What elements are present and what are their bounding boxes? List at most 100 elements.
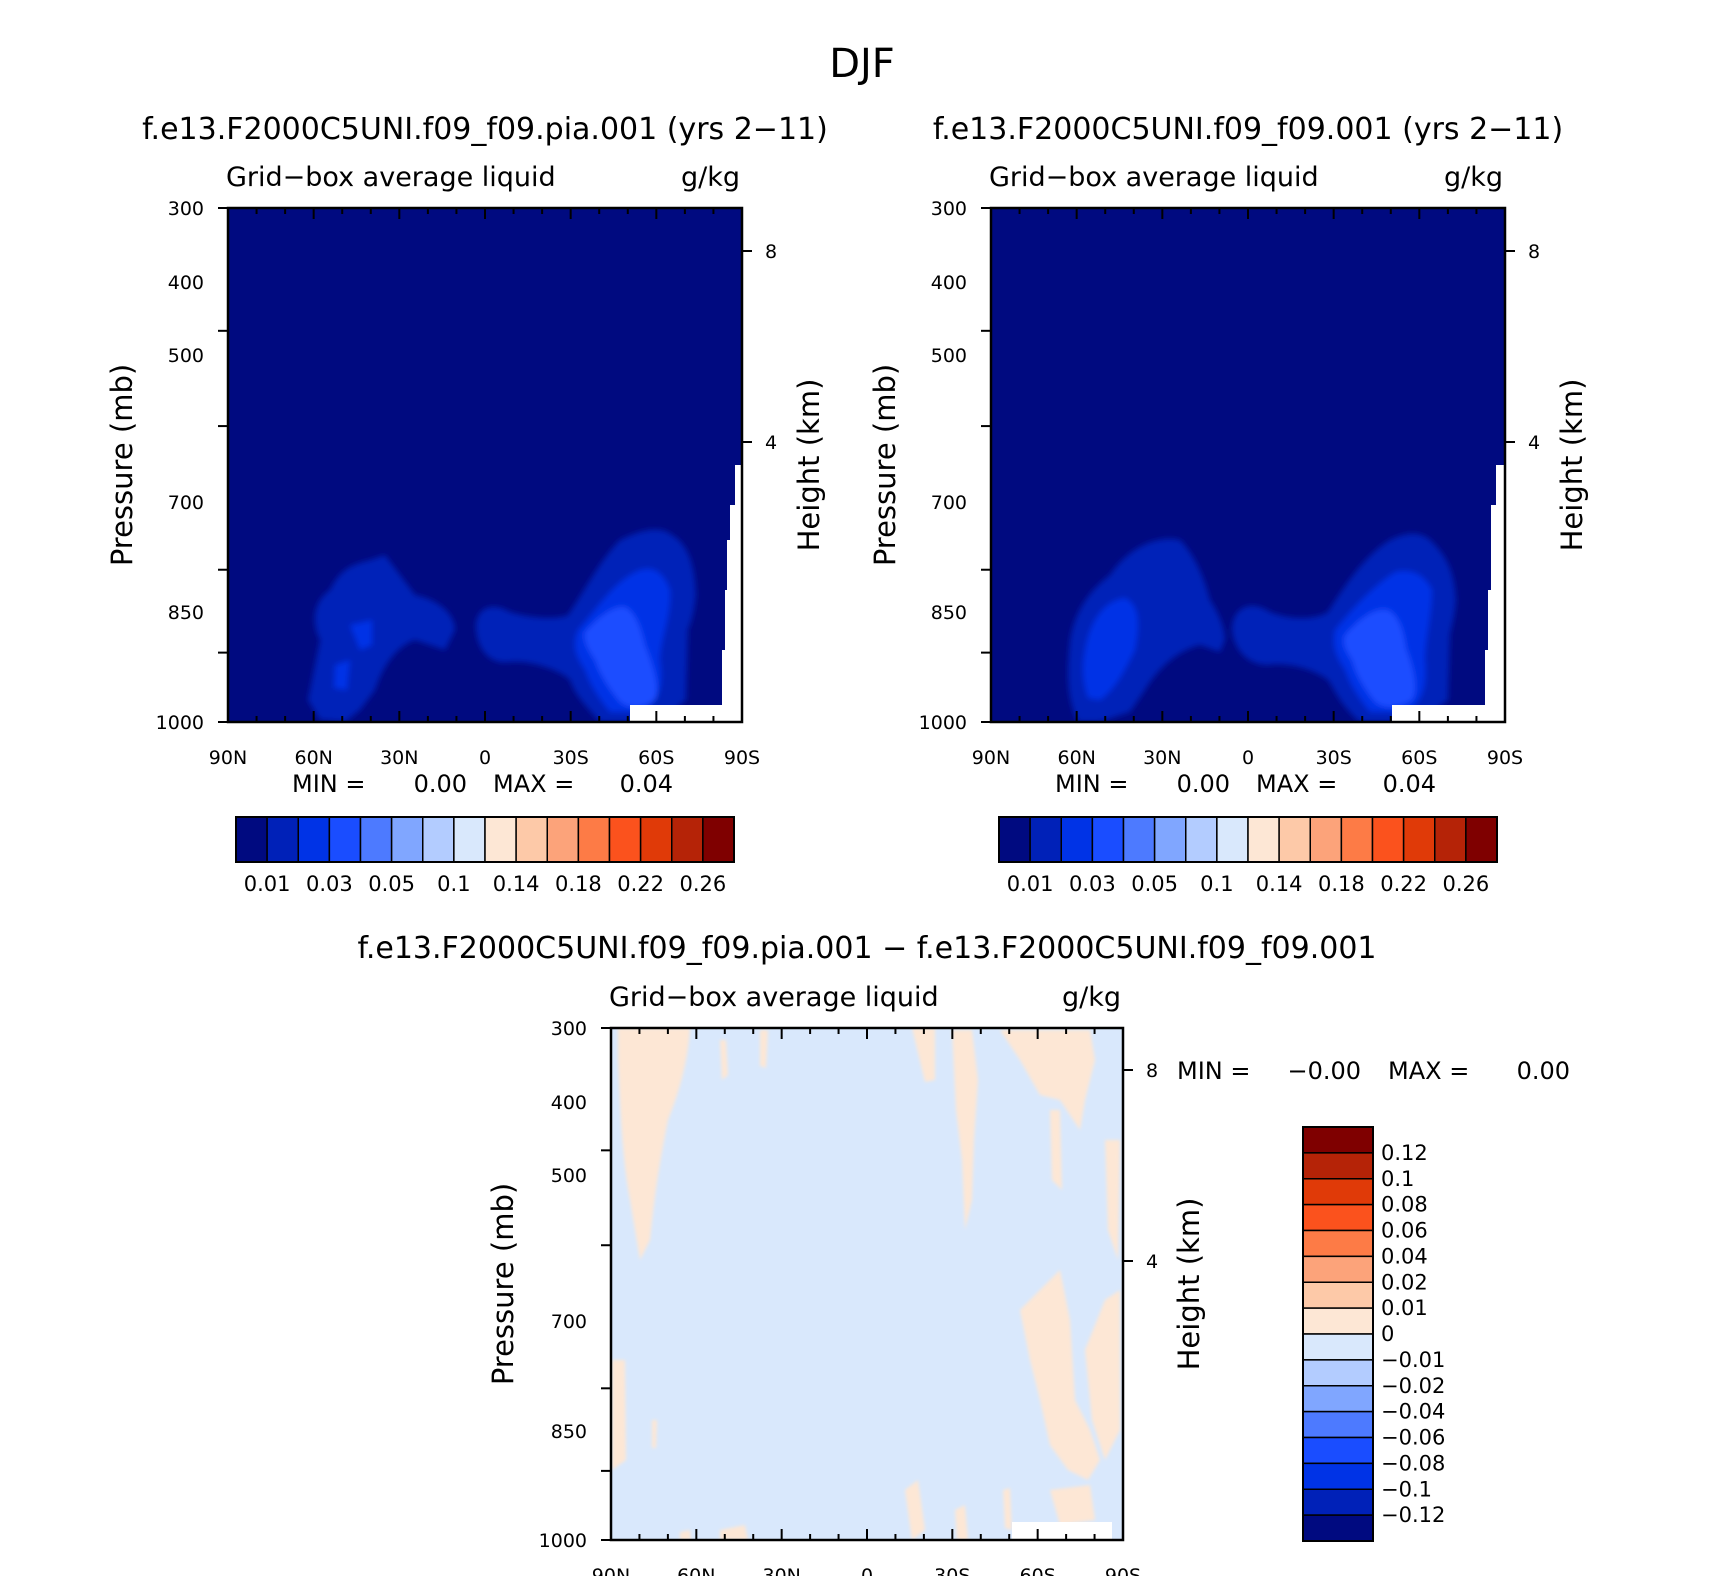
panel-1-x-tick-label: 90N xyxy=(209,747,247,769)
panel-3-x-tick-label: 60N xyxy=(677,1565,715,1576)
panel-1-y-tick-label: 700 xyxy=(168,492,204,514)
colorbar-box xyxy=(1247,816,1280,863)
panel-3-y-axis: 300 400 500 700 850 1000 xyxy=(539,1018,587,1552)
panel-3-positive-patch xyxy=(1050,1485,1095,1525)
panel-2-missing-data xyxy=(1392,465,1505,722)
panel-2-contour-nh-inner xyxy=(1083,598,1138,700)
panel-3-colorbar: 0.120.10.080.060.040.020.010−0.01−0.02−0… xyxy=(1302,1126,1445,1542)
figure-title: DJF xyxy=(829,41,895,87)
panel-1-y-axis: 300 400 500 700 850 1000 xyxy=(156,198,204,734)
colorbar-box xyxy=(1302,1436,1374,1465)
panel-3-positive-patch xyxy=(618,1028,690,1260)
panel-3-positive-patch xyxy=(720,1040,728,1080)
panel-2-max-label: MAX = xyxy=(1256,770,1337,798)
colorbar-box xyxy=(1302,1281,1374,1309)
colorbar-box xyxy=(671,816,704,863)
colorbar-box xyxy=(1302,1359,1374,1387)
colorbar-box xyxy=(1302,1307,1374,1335)
panel-3-positive-patch xyxy=(952,1030,978,1230)
panel-3-max-value: 0.00 xyxy=(1517,1057,1570,1085)
colorbar-frame xyxy=(1302,1126,1374,1542)
panel-3-positive-patch xyxy=(1050,1110,1062,1190)
colorbar-box xyxy=(1309,816,1343,863)
colorbar-box xyxy=(328,816,362,863)
panel-3-height-tick-label: 4 xyxy=(1146,1251,1158,1273)
panel-2-ticks xyxy=(981,207,1506,723)
panel-3-positive-patch xyxy=(1003,1488,1012,1530)
colorbar-box xyxy=(1153,816,1187,863)
colorbar-box xyxy=(639,816,673,863)
colorbar-box xyxy=(1091,816,1125,863)
panel-3-field-background xyxy=(611,1028,1123,1540)
panel-3-positive-patch xyxy=(760,1030,768,1068)
panel-1-title: f.e13.F2000C5UNI.f09_f09.pia.001 (yrs 2−… xyxy=(142,112,828,147)
panel-3-height-axis: 8 4 xyxy=(1123,1060,1158,1273)
panel-2-x-tick-label: 30N xyxy=(1143,747,1181,769)
panel-2-x-tick-label: 30S xyxy=(1316,747,1352,769)
panel-3-y-tick-label: 500 xyxy=(551,1165,587,1187)
panel-1-y-tick-label: 850 xyxy=(168,602,204,624)
panel-2: f.e13.F2000C5UNI.f09_f09.001 (yrs 2−11) … xyxy=(868,112,1589,896)
colorbar-box xyxy=(1302,1462,1374,1490)
panel-1-y-tick-label: 400 xyxy=(168,272,204,294)
panel-3-x-tick-label: 0 xyxy=(861,1565,873,1576)
panel-1-colorbar: 0.01 0.03 0.05 0.1 0.14 0.18 0.22 0.26 xyxy=(235,816,735,896)
panel-2-colorbar: 0.01 0.03 0.05 0.1 0.14 0.18 0.22 0.26 xyxy=(998,816,1498,896)
panel-3-positive-patch xyxy=(720,1525,748,1540)
panel-2-min-label: MIN = xyxy=(1055,770,1128,798)
colorbar-box xyxy=(1029,816,1062,863)
panel-2-height-axis: 8 4 xyxy=(1505,241,1540,454)
colorbar-box xyxy=(1060,816,1094,863)
panel-3-min-label: MIN = xyxy=(1177,1057,1250,1085)
panel-3-title: f.e13.F2000C5UNI.f09_f09.pia.001 − f.e13… xyxy=(357,931,1376,966)
panel-1-x-tick-label: 90S xyxy=(724,747,760,769)
panel-1-stats: MIN = 0.00 MAX = 0.04 xyxy=(292,770,673,798)
panel-1-missing-data xyxy=(630,465,742,722)
panel-1-max-value: 0.04 xyxy=(620,770,673,798)
colorbar-box xyxy=(1302,1410,1374,1439)
panel-3-ticks xyxy=(601,1027,1124,1541)
colorbar-label: 0.18 xyxy=(555,872,602,896)
colorbar-box xyxy=(1302,1152,1374,1180)
colorbar-label: 0.01 xyxy=(1007,872,1054,896)
colorbar-box xyxy=(1402,816,1436,863)
panel-3-variable: Grid−box average liquid xyxy=(609,982,939,1013)
colorbar-box xyxy=(1122,816,1156,863)
panel-2-stats: MIN = 0.00 MAX = 0.04 xyxy=(1055,770,1436,798)
colorbar-box xyxy=(1434,816,1467,863)
panel-1-units: g/kg xyxy=(681,162,740,193)
panel-3-positive-patch xyxy=(955,1505,968,1540)
colorbar-box xyxy=(1302,1488,1374,1516)
colorbar-label: 0.12 xyxy=(1381,1141,1428,1165)
colorbar-box xyxy=(1465,816,1498,863)
panel-2-y-tick-label: 500 xyxy=(931,345,967,367)
colorbar-label: −0.12 xyxy=(1381,1503,1445,1527)
panel-2-y-axis: 300 400 500 700 850 1000 xyxy=(919,198,967,734)
panel-3-positive-patch xyxy=(1105,1140,1120,1260)
colorbar-label: 0.04 xyxy=(1381,1244,1428,1268)
colorbar-label: 0.14 xyxy=(1256,872,1303,896)
colorbar-box xyxy=(1340,816,1374,863)
panel-2-height-tick-label: 4 xyxy=(1528,432,1540,454)
colorbar-box xyxy=(1302,1178,1374,1206)
colorbar-box xyxy=(515,816,548,863)
panel-1-height-tick-label: 8 xyxy=(765,241,777,263)
colorbar-label: 0.05 xyxy=(368,872,415,896)
colorbar-box xyxy=(266,816,299,863)
panel-3-missing-data xyxy=(1012,1522,1112,1540)
panel-2-y-label: Pressure (mb) xyxy=(868,364,902,566)
colorbar-label: 0 xyxy=(1381,1322,1394,1346)
colorbar-box xyxy=(608,816,642,863)
colorbar-box xyxy=(702,816,735,863)
panel-2-variable: Grid−box average liquid xyxy=(989,162,1319,193)
panel-3-x-tick-label: 30N xyxy=(763,1565,801,1576)
colorbar-box xyxy=(1302,1514,1374,1542)
colorbar-box xyxy=(1216,816,1249,863)
panel-3-height-tick-label: 8 xyxy=(1146,1060,1158,1082)
panel-3-positive-patch xyxy=(905,1480,925,1540)
colorbar-box xyxy=(390,816,424,863)
panel-2-y-tick-label: 300 xyxy=(931,198,967,220)
colorbar-box xyxy=(235,816,268,863)
colorbar-label: 0.03 xyxy=(306,872,353,896)
panel-3-x-tick-label: 90S xyxy=(1105,1565,1141,1576)
